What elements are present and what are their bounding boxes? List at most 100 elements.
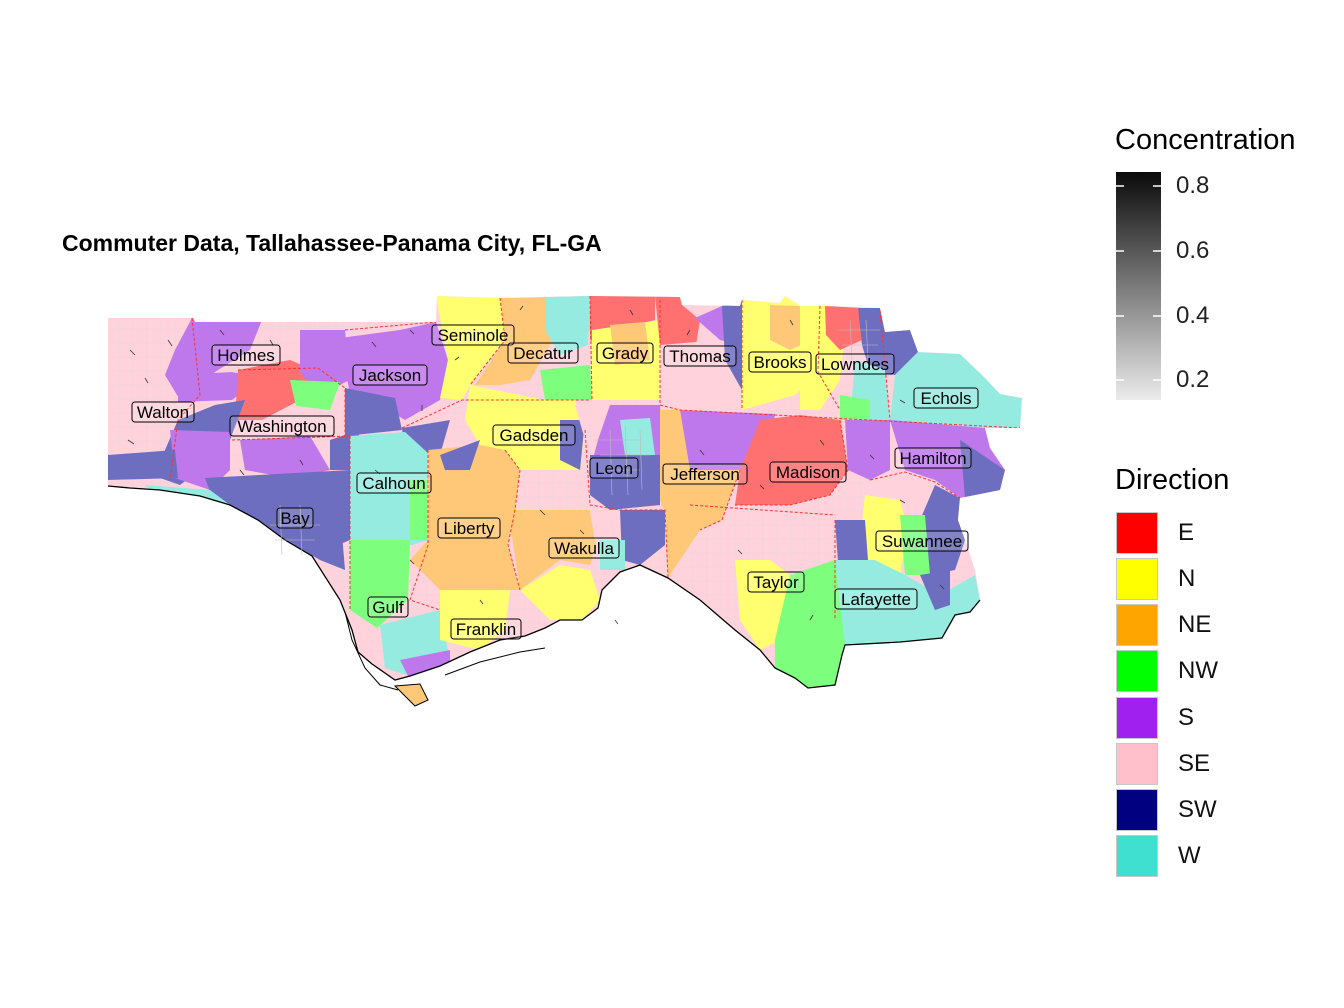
region xyxy=(508,510,598,590)
county-labels: Seminole Decatur Grady Thomas Brooks Low… xyxy=(131,324,979,640)
region xyxy=(436,296,505,400)
legend-swatch xyxy=(1116,743,1158,785)
county-name: Franklin xyxy=(456,620,516,639)
colorbar-ticks xyxy=(1116,185,1161,381)
county-name: Leon xyxy=(595,459,633,478)
legend-swatch xyxy=(1116,650,1158,692)
county-name: Holmes xyxy=(217,346,275,365)
county-label-washington: Washington xyxy=(229,415,335,437)
county-label-walton: Walton xyxy=(131,401,195,423)
region xyxy=(300,330,350,395)
county-label-jackson: Jackson xyxy=(352,364,428,386)
county-name: Taylor xyxy=(753,573,799,592)
map-title: Commuter Data, Tallahassee-Panama City, … xyxy=(62,230,602,256)
county-label-leon: Leon xyxy=(589,457,639,479)
legend-swatch xyxy=(1116,835,1158,877)
county-boundaries xyxy=(169,296,1021,620)
legend-swatch xyxy=(1116,512,1158,554)
county-name: Grady xyxy=(602,344,649,363)
barrier-island xyxy=(344,611,399,691)
region xyxy=(290,380,340,410)
legend-swatch xyxy=(1116,789,1158,831)
county-name: Brooks xyxy=(754,353,807,372)
legend-label: E xyxy=(1178,519,1195,546)
county-label-lowndes: Lowndes xyxy=(815,353,895,375)
coastline xyxy=(107,485,981,689)
region xyxy=(235,360,318,420)
direction-arrows xyxy=(127,305,945,625)
concentration-colorbar xyxy=(1116,172,1161,400)
region xyxy=(410,480,430,540)
county-label-franklin: Franklin xyxy=(450,618,522,640)
colorbar-tick-label: 0.8 xyxy=(1176,172,1210,199)
county-name: Bay xyxy=(280,509,310,528)
region xyxy=(345,388,402,436)
county-name: Jackson xyxy=(359,366,421,385)
county-label-calhoun: Calhoun xyxy=(356,472,432,494)
county-name: Lafayette xyxy=(841,590,911,609)
county-label-echols: Echols xyxy=(913,387,979,409)
region xyxy=(170,430,230,490)
legend-label: NW xyxy=(1178,657,1218,684)
county-name: Washington xyxy=(237,417,326,436)
county-name: Calhoun xyxy=(362,474,425,493)
barrier-island xyxy=(393,683,429,707)
region xyxy=(620,418,655,455)
region xyxy=(240,436,330,478)
region xyxy=(540,365,592,400)
county-label-decatur: Decatur xyxy=(507,342,579,364)
region xyxy=(835,560,980,645)
region xyxy=(108,450,178,480)
region xyxy=(620,510,665,565)
legend-swatch xyxy=(1116,558,1158,600)
county-label-brooks: Brooks xyxy=(748,351,812,373)
county-name: Decatur xyxy=(513,344,573,363)
region xyxy=(440,590,510,650)
county-name: Jefferson xyxy=(670,465,740,484)
region xyxy=(520,565,600,620)
legend-label: W xyxy=(1178,842,1201,869)
county-label-jefferson: Jefferson xyxy=(662,463,748,485)
region xyxy=(890,352,1022,428)
region xyxy=(545,296,590,355)
county-name: Hamilton xyxy=(899,449,966,468)
legend-swatch xyxy=(1116,697,1158,739)
barrier-island xyxy=(444,647,546,676)
region xyxy=(590,455,660,510)
county-name: Suwannee xyxy=(882,532,962,551)
region xyxy=(440,440,480,470)
county-name: Seminole xyxy=(438,326,509,345)
county-label-madison: Madison xyxy=(769,461,847,483)
county-label-gulf: Gulf xyxy=(367,596,409,618)
legend-label: S xyxy=(1178,704,1195,731)
county-label-holmes: Holmes xyxy=(211,344,281,366)
county-label-taylor: Taylor xyxy=(747,571,805,593)
county-label-hamilton: Hamilton xyxy=(894,447,972,469)
region xyxy=(660,340,742,410)
county-name: Lowndes xyxy=(821,355,889,374)
county-label-grady: Grady xyxy=(596,342,654,364)
region xyxy=(920,570,950,610)
county-name: Liberty xyxy=(443,519,495,538)
county-label-seminole: Seminole xyxy=(431,324,515,346)
county-name: Gulf xyxy=(372,598,403,617)
county-name: Thomas xyxy=(669,347,730,366)
county-name: Wakulla xyxy=(554,539,614,558)
region xyxy=(858,308,918,375)
colorbar-tick-label: 0.6 xyxy=(1176,237,1210,264)
region xyxy=(845,420,890,480)
city-streets xyxy=(270,319,880,556)
legend-label: SE xyxy=(1178,750,1211,777)
legend-swatch xyxy=(1116,604,1158,646)
county-label-bay: Bay xyxy=(276,507,314,529)
concentration-legend-title: Concentration xyxy=(1115,124,1296,156)
region xyxy=(900,515,930,575)
region xyxy=(825,306,862,350)
colorbar-tick-label: 0.2 xyxy=(1176,366,1210,393)
region xyxy=(350,540,410,630)
county-label-suwannee: Suwannee xyxy=(875,530,969,552)
county-name: Gadsden xyxy=(500,426,569,445)
colorbar-tick-label: 0.4 xyxy=(1176,302,1210,329)
region xyxy=(835,520,868,562)
